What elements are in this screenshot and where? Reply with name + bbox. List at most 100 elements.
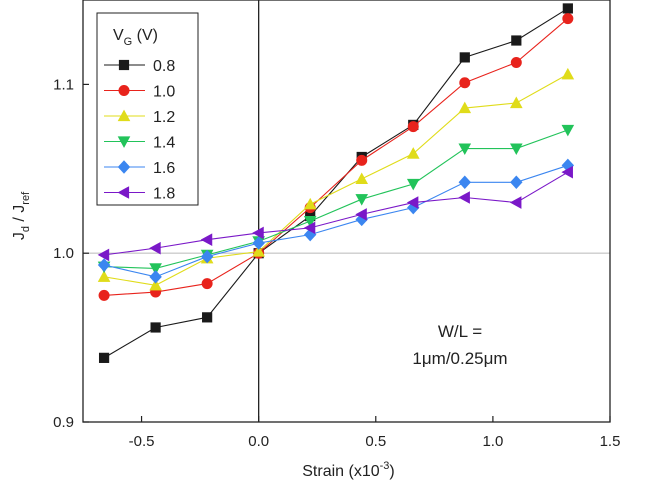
data-point — [355, 172, 369, 185]
x-tick-label: 0.0 — [248, 433, 269, 450]
y-axis-title-ref-subscript: ref — [20, 191, 32, 205]
series-line — [103, 7, 569, 359]
legend-marker — [117, 136, 131, 148]
data-point — [561, 124, 575, 137]
data-point — [355, 208, 367, 221]
data-point — [355, 194, 369, 206]
x-axis-title-end: ) — [389, 463, 394, 480]
series-line — [103, 164, 569, 278]
data-point — [97, 248, 110, 262]
legend-entry-0.8: 0.8 — [104, 58, 175, 75]
legend-entries: 0.8 1.0 1.2 1.4 1.6 1.8 — [104, 58, 175, 203]
data-point — [406, 196, 419, 209]
legend-marker — [117, 186, 130, 199]
data-point — [510, 96, 523, 109]
data-point — [356, 154, 368, 166]
data-point — [201, 278, 213, 290]
data-point — [458, 191, 470, 204]
data-point — [149, 270, 162, 284]
legend-marker — [117, 109, 131, 122]
y-axis-title-d-subscript: d — [20, 226, 32, 232]
legend-title: VG (V) — [113, 27, 158, 48]
annotation-line-1: W/L = — [438, 322, 482, 341]
data-point — [458, 175, 471, 190]
legend-entry-1.8: 1.8 — [104, 186, 175, 203]
data-point — [459, 52, 470, 63]
y-axis-title-separator: / J — [11, 205, 28, 226]
data-point — [406, 178, 420, 191]
data-point — [459, 77, 471, 89]
legend-title-main: V — [113, 27, 124, 44]
data-point — [406, 147, 420, 159]
annotation-line-2: 1μm/0.25μm — [412, 349, 507, 368]
data-point — [98, 289, 110, 301]
data-point — [303, 197, 317, 210]
series-line — [104, 129, 569, 269]
data-point — [200, 249, 214, 264]
axis-ticks: -0.5 0.0 0.5 1.0 1.5 0.9 1.0 1.1 — [53, 76, 620, 450]
series-layer — [97, 3, 575, 363]
legend-label: 1.0 — [153, 84, 175, 101]
data-point — [97, 270, 111, 282]
x-axis-title: Strain (x10-3) — [302, 460, 394, 480]
data-point — [303, 216, 317, 228]
data-point — [98, 352, 110, 363]
x-tick-label: -0.5 — [129, 433, 155, 450]
data-point — [509, 196, 522, 209]
legend-label: 1.8 — [153, 186, 175, 203]
data-point — [510, 56, 522, 68]
legend-label: 1.2 — [153, 109, 175, 126]
legend-entry-1.2: 1.2 — [104, 109, 175, 126]
x-tick-label: 0.5 — [365, 433, 386, 450]
data-point — [252, 236, 265, 250]
data-point — [149, 263, 162, 275]
data-point — [252, 245, 265, 257]
data-point — [458, 101, 472, 114]
data-point — [252, 226, 264, 240]
series-1.2 — [97, 67, 575, 291]
y-axis-title-j: J — [11, 232, 28, 240]
legend-label: 0.8 — [153, 58, 175, 75]
x-tick-label: 1.0 — [482, 433, 503, 450]
legend-box — [96, 12, 199, 206]
series-line — [104, 18, 569, 296]
data-point — [562, 3, 573, 14]
data-point — [511, 35, 522, 46]
data-point — [510, 175, 523, 190]
x-axis-title-superscript: -3 — [380, 460, 390, 472]
data-point — [561, 165, 573, 179]
legend-title-subscript: G — [124, 36, 133, 48]
data-point — [97, 258, 111, 272]
reference-lines — [83, 0, 610, 422]
legend-entry-1.0: 1.0 — [104, 84, 175, 101]
legend-title-unit: (V) — [132, 27, 158, 44]
series-line — [103, 73, 569, 286]
data-point — [562, 13, 574, 25]
y-tick-label: 0.9 — [53, 414, 74, 431]
legend-entry-1.4: 1.4 — [104, 135, 175, 152]
data-point — [149, 278, 162, 291]
data-point — [458, 143, 472, 155]
series-1.8 — [97, 165, 573, 262]
data-point — [200, 233, 213, 247]
data-point — [149, 241, 161, 255]
data-point — [510, 143, 523, 155]
legend-marker — [118, 59, 130, 71]
y-axis-title: Jd / Jref — [11, 191, 32, 240]
data-point — [303, 221, 316, 235]
data-point — [150, 322, 161, 333]
legend-marker — [117, 160, 131, 174]
y-tick-label: 1.1 — [53, 76, 74, 93]
legend-label: 1.4 — [153, 135, 175, 152]
series-line — [104, 171, 569, 256]
legend-marker — [118, 85, 130, 97]
data-point — [561, 67, 575, 80]
series-1.6 — [97, 158, 575, 284]
legend-entry-1.6: 1.6 — [104, 160, 175, 177]
legend: VG (V) 0.8 1.0 1.2 1.4 1.6 1.8 — [96, 12, 199, 206]
data-point — [202, 312, 213, 323]
data-point — [407, 121, 419, 133]
annotation: W/L = 1μm/0.25μm — [412, 322, 507, 368]
x-axis-title-base: Strain (x10 — [302, 463, 379, 480]
